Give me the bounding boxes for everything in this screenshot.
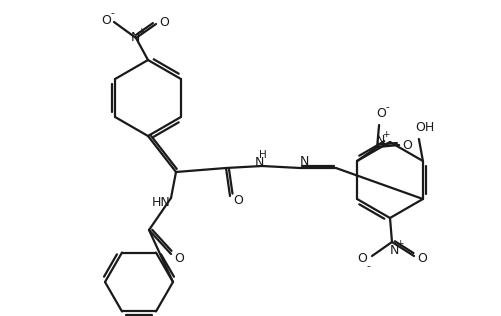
Text: O: O	[232, 195, 242, 208]
Text: HN: HN	[151, 197, 170, 210]
Text: O: O	[174, 252, 183, 265]
Text: N: N	[130, 31, 139, 44]
Text: +: +	[137, 27, 144, 35]
Text: O: O	[159, 15, 169, 28]
Text: H: H	[259, 150, 267, 160]
Text: -: -	[110, 8, 114, 18]
Text: N: N	[375, 133, 384, 147]
Text: N: N	[389, 244, 398, 257]
Text: OH: OH	[414, 120, 434, 133]
Text: O: O	[375, 106, 385, 119]
Text: N: N	[254, 155, 263, 168]
Text: O: O	[101, 14, 111, 27]
Text: +: +	[395, 240, 403, 248]
Text: O: O	[416, 252, 426, 265]
Text: O: O	[356, 252, 366, 265]
Text: N: N	[299, 155, 308, 167]
Text: O: O	[401, 138, 411, 151]
Text: -: -	[384, 102, 388, 112]
Text: +: +	[382, 130, 389, 138]
Text: -: -	[365, 261, 369, 271]
